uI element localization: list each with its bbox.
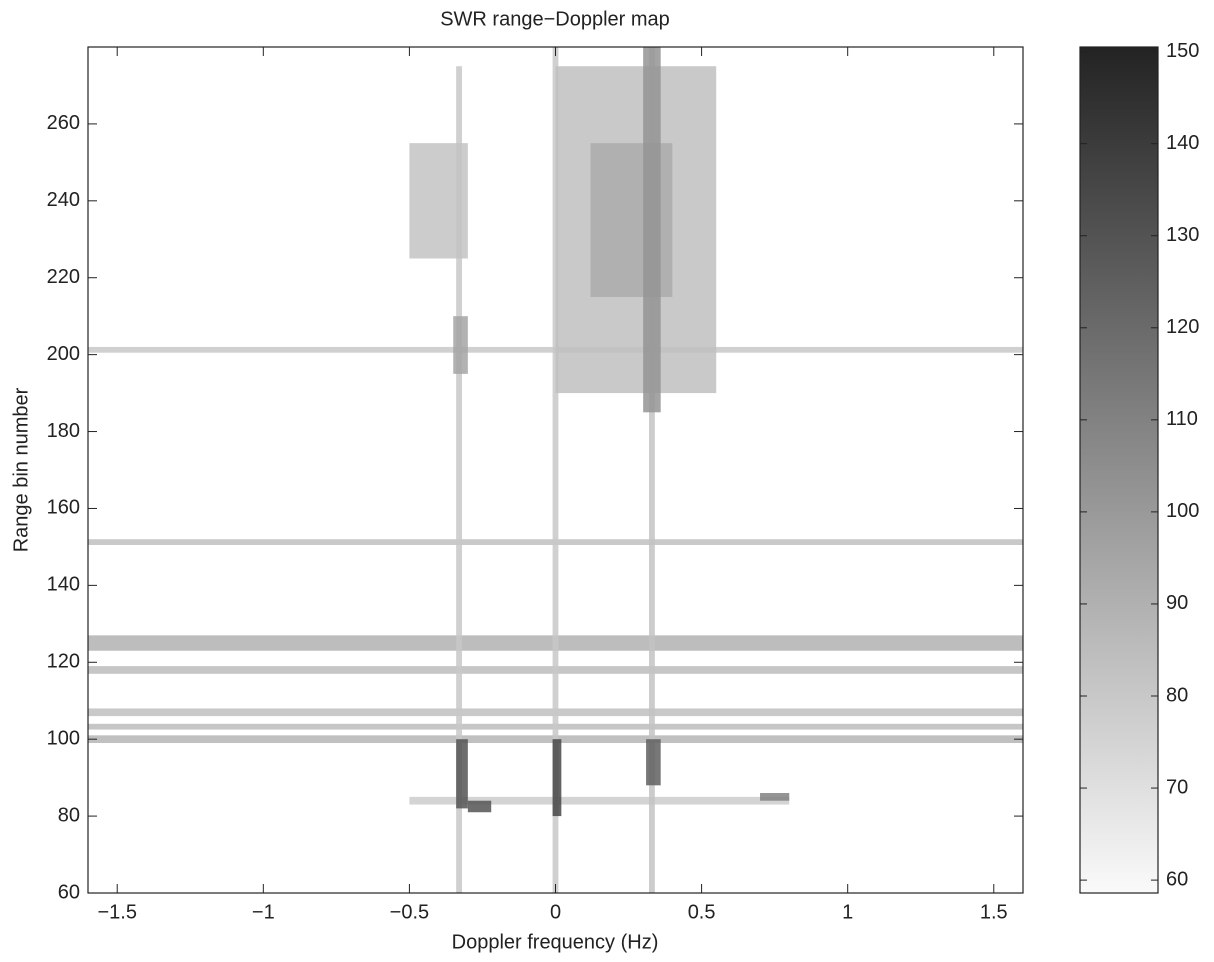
y-tick-label: 140 — [47, 574, 80, 596]
y-tick-label: 120 — [47, 651, 80, 673]
colorbar-tick-label: 150 — [1166, 40, 1199, 62]
x-tick-label: 1.5 — [980, 901, 1008, 923]
x-tick-label: −1.5 — [97, 901, 136, 923]
y-tick-label: 60 — [58, 881, 80, 903]
y-tick-label: 180 — [47, 420, 80, 442]
heat-cell — [456, 66, 462, 893]
colorbar-tick-label: 130 — [1166, 224, 1199, 246]
colorbar-tick-label: 80 — [1166, 684, 1188, 706]
heat-cell — [760, 793, 790, 801]
y-tick-label: 220 — [47, 266, 80, 288]
y-tick-label: 160 — [47, 497, 80, 519]
colorbar-tick-label: 70 — [1166, 776, 1188, 798]
plot-area — [88, 47, 1023, 893]
heat-cell — [409, 143, 468, 259]
y-tick-label: 260 — [47, 112, 80, 134]
heat-cell — [649, 47, 655, 893]
colorbar-tick-label: 100 — [1166, 500, 1199, 522]
x-tick-label: −1 — [252, 901, 275, 923]
heat-cell — [643, 47, 661, 413]
colorbar-tick-label: 90 — [1166, 592, 1188, 614]
y-tick-label: 100 — [47, 727, 80, 749]
x-tick-label: 0 — [550, 901, 561, 923]
y-tick-label: 240 — [47, 189, 80, 211]
heat-cell — [467, 800, 492, 813]
colorbar — [1079, 46, 1159, 894]
x-tick-label: −0.5 — [390, 901, 429, 923]
heat-cell — [646, 739, 661, 786]
colorbar-tick-label: 140 — [1166, 132, 1199, 154]
x-tick-label: 0.5 — [688, 901, 716, 923]
colorbar-tick-label: 120 — [1166, 316, 1199, 338]
heat-cell — [552, 739, 562, 817]
x-tick-label: 1 — [842, 901, 853, 923]
heat-cell — [552, 47, 559, 893]
x-axis-label: Doppler frequency (Hz) — [452, 931, 659, 953]
heat-cell — [456, 739, 468, 809]
colorbar-tick-label: 60 — [1166, 868, 1188, 890]
colorbar-tick-label: 110 — [1166, 408, 1198, 430]
heat-cell — [409, 796, 790, 805]
chart-title: SWR range−Doppler map — [440, 8, 670, 30]
y-axis-label: Range bin number — [10, 387, 32, 552]
y-tick-label: 80 — [58, 804, 80, 826]
heat-cell — [453, 316, 468, 374]
y-tick-label: 200 — [47, 343, 80, 365]
